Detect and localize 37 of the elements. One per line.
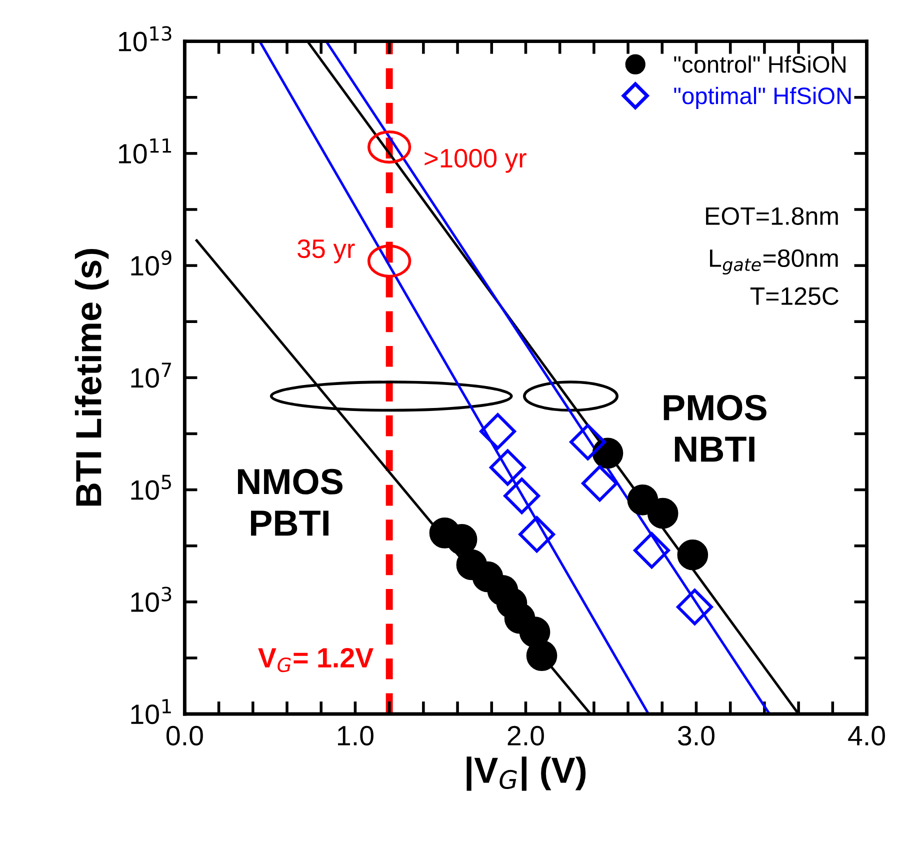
y-tick-label: 10$^{7}$: [131, 362, 172, 388]
x-axis-title: |V$_{G}$| (V): [466, 756, 586, 791]
legend-label: "optimal" HfSiON: [674, 86, 851, 109]
annotation: L$_{gate}$=80nm: [710, 249, 838, 275]
y-tick-label: 10$^{11}$: [119, 138, 172, 164]
annotation: T=125C: [750, 287, 839, 305]
y-tick-label: 10$^{1}$: [131, 699, 171, 724]
point: [677, 539, 708, 570]
x-tick-label: 2.0: [508, 726, 544, 746]
point: [489, 449, 526, 486]
ref-line-label: V$_{G}$= 1.2V: [258, 648, 374, 672]
point: [676, 588, 713, 626]
point: [647, 498, 678, 529]
legend-label: "control" HfSiON: [674, 55, 846, 73]
x-tick-label: 1.0: [338, 726, 374, 746]
x-tick-label: 0.0: [166, 726, 203, 746]
point: [480, 413, 516, 450]
y-axis-title: BTI Lifetime (s): [74, 249, 109, 506]
point: [519, 616, 550, 648]
y-tick-label: 10$^{13}$: [119, 26, 172, 52]
point: [582, 465, 618, 502]
y-tick-label: 10$^{5}$: [131, 474, 171, 500]
y-tick-label: 10$^{3}$: [131, 586, 172, 612]
x-tick-label: 4.0: [848, 726, 885, 746]
point: [526, 640, 558, 672]
annotation: EOT=1.8nm: [706, 207, 838, 225]
x-tick-label: 3.0: [678, 726, 714, 746]
y-tick-label: 10$^{9}$: [131, 250, 172, 276]
annotation: 35 yr: [298, 239, 355, 264]
point: [634, 532, 670, 569]
annotation: >1000 yr: [424, 148, 526, 173]
point: [570, 424, 606, 460]
point: [518, 516, 556, 553]
annotation: PMOS NBTI: [664, 394, 766, 462]
point: [504, 478, 540, 514]
annotation: NMOS PBTI: [238, 468, 342, 536]
point: [592, 438, 624, 469]
